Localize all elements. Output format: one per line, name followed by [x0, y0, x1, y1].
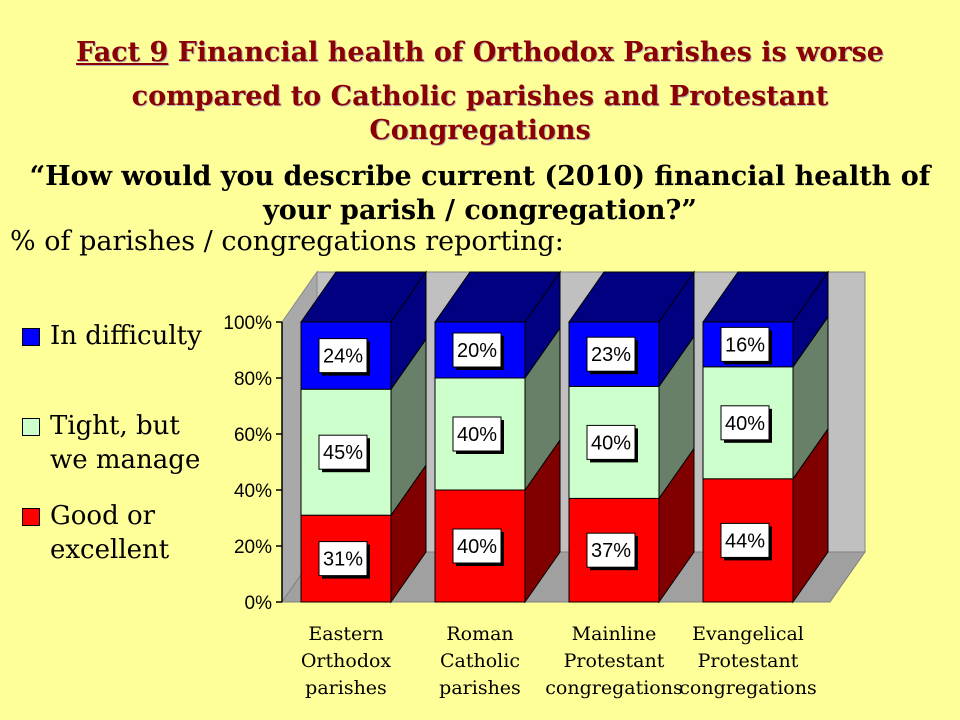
data-label: 40% — [725, 413, 765, 435]
category-label: Roman — [446, 623, 513, 645]
slide-title-line-3: Congregations — [369, 115, 591, 146]
category-label: Evangelical — [692, 623, 804, 645]
data-label-box — [720, 326, 770, 362]
category-label: congregations — [545, 677, 682, 699]
data-label-box — [720, 522, 770, 558]
category-label: Protestant — [698, 650, 799, 672]
legend-label: Good or — [50, 501, 156, 531]
title-text-1: Financial health of Orthodox Parishes is… — [168, 37, 884, 68]
category-label: Orthodox — [301, 650, 392, 672]
data-label: 40% — [457, 536, 497, 558]
bar-top — [434, 271, 561, 323]
slide-title-line-2: compared to Catholic parishes and Protes… — [131, 81, 829, 112]
y-tick-label: 80% — [234, 369, 272, 390]
category-label: Mainline — [572, 623, 657, 645]
data-label-box — [452, 332, 502, 368]
category-label: Eastern — [308, 623, 383, 645]
data-label: 45% — [323, 442, 363, 464]
chart-subtitle: % of parishes / congregations reporting: — [10, 226, 564, 257]
y-tick-label: 100% — [223, 313, 272, 334]
data-label-box — [720, 405, 770, 441]
data-label: 44% — [725, 530, 765, 552]
data-label: 31% — [323, 549, 363, 571]
legend-swatch — [22, 418, 40, 436]
bar-top — [702, 271, 829, 323]
data-label: 20% — [457, 340, 497, 362]
category-label: Catholic — [440, 650, 520, 672]
data-label-box — [318, 338, 368, 374]
y-tick-label: 40% — [234, 481, 272, 502]
legend-label: Tight, but — [50, 411, 180, 441]
category-label: congregations — [679, 677, 816, 699]
bar-top — [300, 271, 427, 323]
legend-swatch — [22, 328, 40, 346]
legend-label: excellent — [50, 535, 170, 565]
data-label-box — [318, 434, 368, 470]
data-label-box — [452, 528, 502, 564]
y-tick-label: 60% — [234, 425, 272, 446]
data-label: 40% — [591, 432, 631, 454]
data-label: 24% — [323, 346, 363, 368]
fact-number: Fact 9 — [76, 37, 169, 68]
data-label-box — [586, 532, 636, 568]
slide-title-line-1: Fact 9 Financial health of Orthodox Pari… — [0, 36, 960, 70]
y-tick-label: 20% — [234, 537, 272, 558]
legend-label: In difficulty — [50, 321, 202, 351]
data-label-box — [452, 416, 502, 452]
question-line-1: “How would you describe current (2010) f… — [29, 161, 931, 192]
question-line-2: your parish / congregation?” — [263, 195, 697, 226]
data-label-box — [318, 541, 368, 577]
category-label: parishes — [439, 677, 521, 699]
data-label: 37% — [591, 540, 631, 562]
legend-swatch — [22, 508, 40, 526]
data-label-box — [586, 424, 636, 460]
category-label: Protestant — [564, 650, 665, 672]
bar-top — [568, 271, 695, 323]
y-tick-label: 0% — [245, 593, 273, 614]
data-label-box — [586, 336, 636, 372]
data-label: 16% — [725, 334, 765, 356]
category-label: parishes — [305, 677, 387, 699]
data-label: 40% — [457, 424, 497, 446]
data-label: 23% — [591, 344, 631, 366]
legend-label: we manage — [50, 445, 201, 475]
